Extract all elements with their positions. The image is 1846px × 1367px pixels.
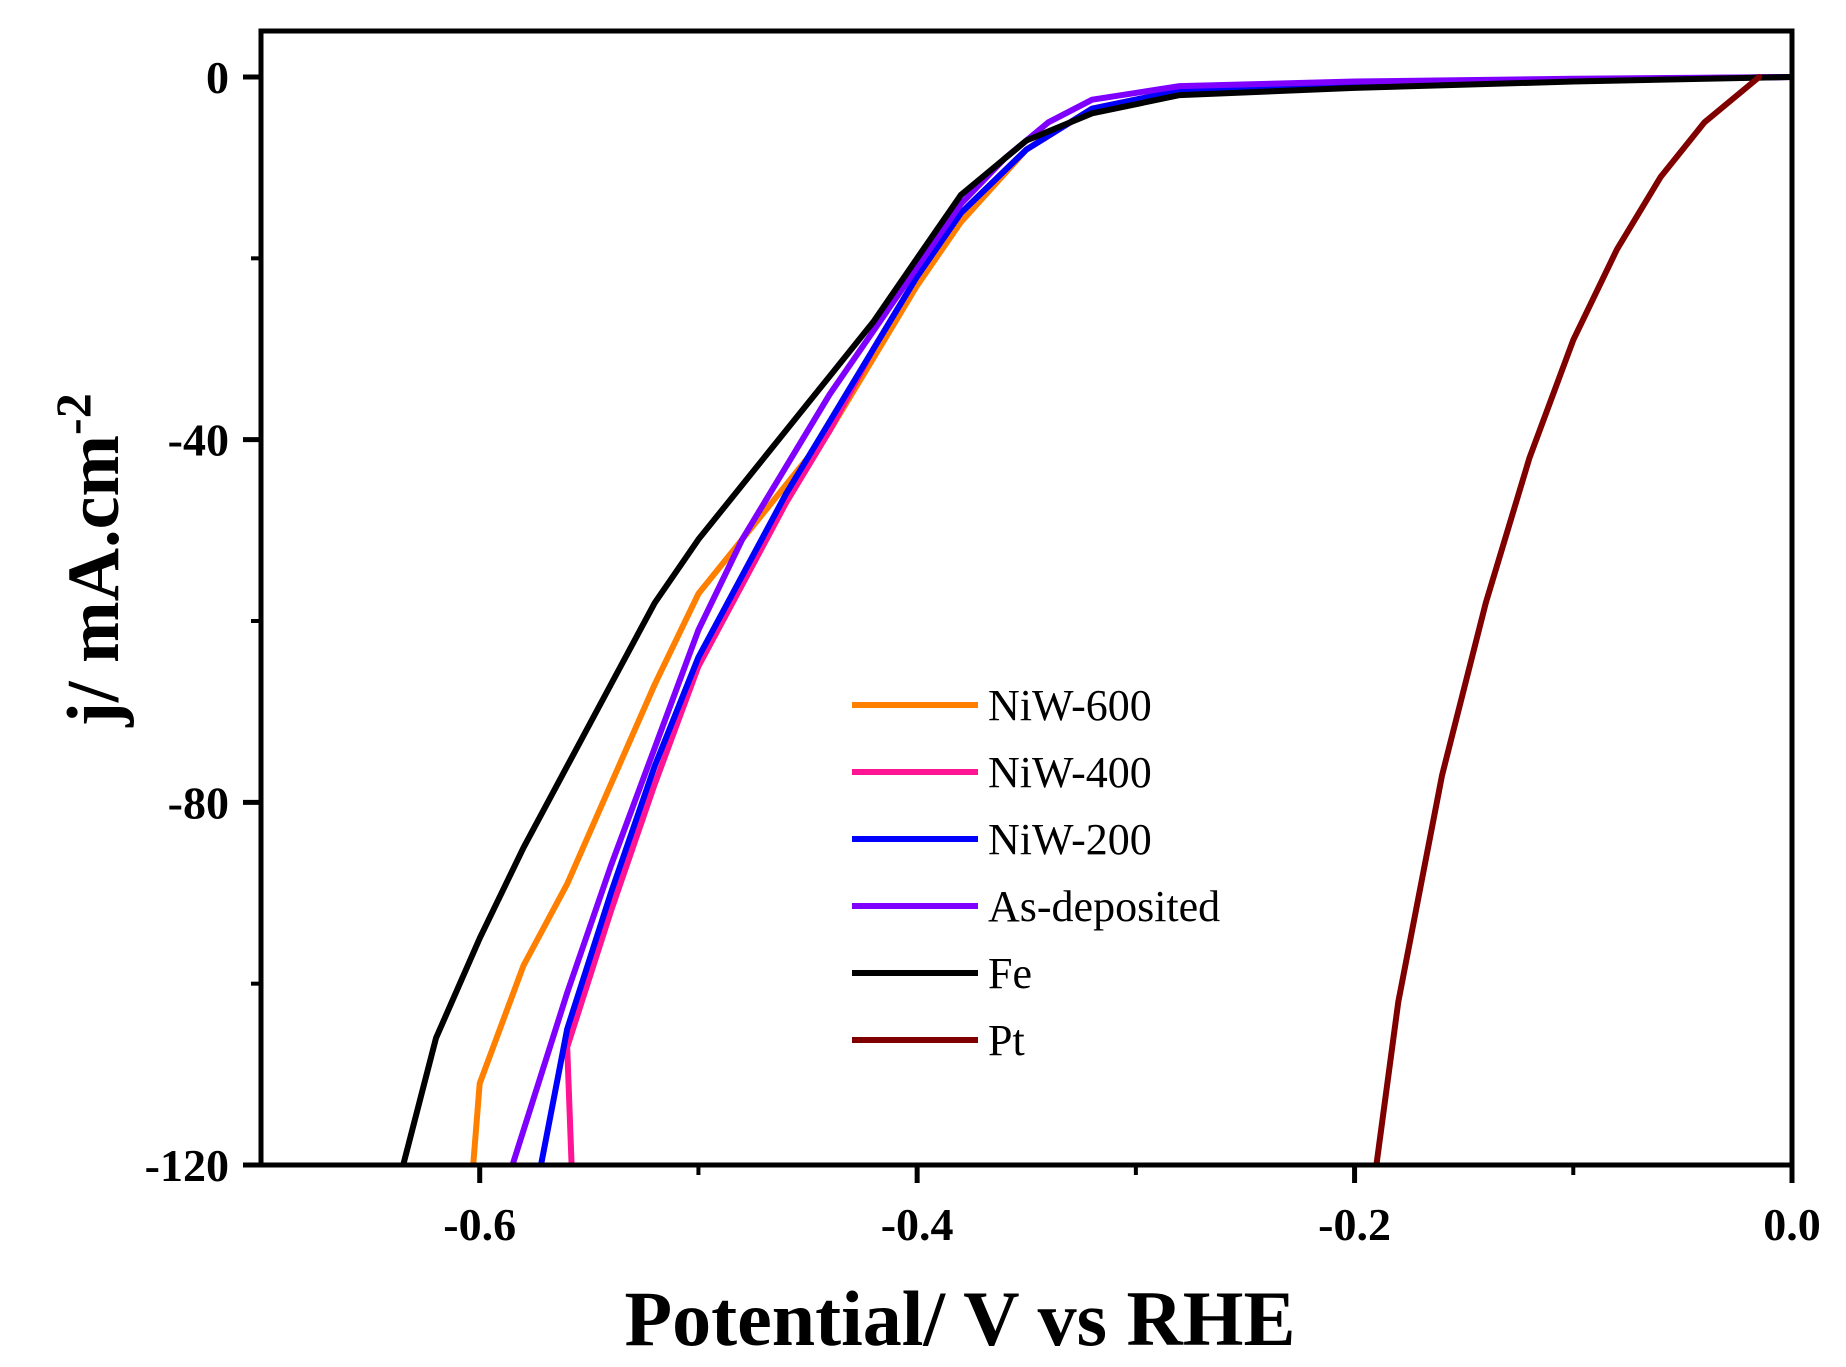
- legend: NiW-600 NiW-400 NiW-200 As-deposited Fe Pt: [852, 681, 1220, 1065]
- x-tick-label: 0.0: [1763, 1199, 1821, 1250]
- series-line-niw-600: [470, 74, 1792, 1165]
- y-tick-label: -40: [168, 415, 229, 466]
- legend-label: Fe: [988, 949, 1032, 998]
- y-axis-title: j/ mA.cm-2: [45, 393, 135, 727]
- y-tick-label: -80: [168, 777, 229, 828]
- series-line-niw-200: [538, 74, 1792, 1165]
- legend-label: Pt: [988, 1016, 1025, 1065]
- legend-label: NiW-200: [988, 815, 1152, 864]
- plot-frame: [258, 28, 1795, 1168]
- label-layer: -0.6 -0.4 -0.2 0.0 0 -40 -80 -120: [145, 52, 1821, 1250]
- series-line-as-deposited: [509, 74, 1792, 1165]
- series-layer: [400, 74, 1792, 1165]
- legend-label: As-deposited: [988, 882, 1220, 931]
- x-tick-label: -0.2: [1318, 1199, 1391, 1250]
- y-axis-title-main: j/ mA.cm: [53, 435, 135, 728]
- series-line-fe: [400, 74, 1792, 1165]
- x-axis-title: Potential/ V vs RHE: [625, 1275, 1296, 1362]
- x-tick-label: -0.4: [881, 1199, 954, 1250]
- series-line-niw-400: [564, 74, 1792, 1165]
- y-axis-title-superscript: -2: [45, 393, 101, 435]
- tick-layer: [243, 74, 1795, 1183]
- legend-label: NiW-600: [988, 681, 1152, 730]
- series-line-pt: [1373, 74, 1763, 1165]
- legend-label: NiW-400: [988, 748, 1152, 797]
- x-tick-label: -0.6: [443, 1199, 516, 1250]
- y-tick-label: 0: [206, 52, 229, 103]
- y-tick-label: -120: [145, 1140, 229, 1191]
